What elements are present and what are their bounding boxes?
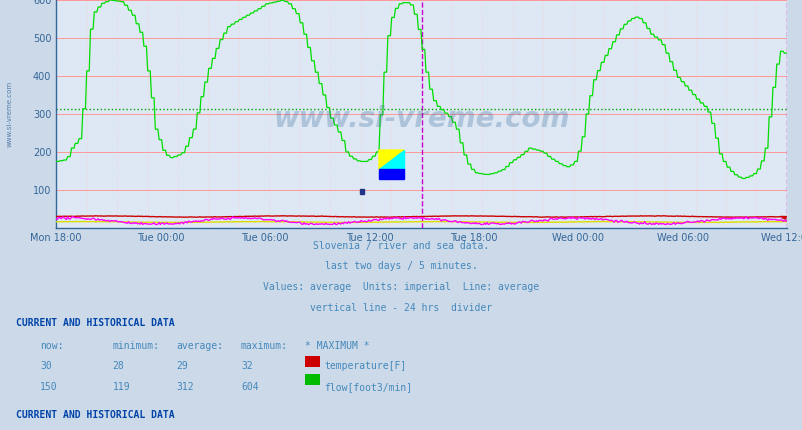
Text: average:: average: (176, 341, 224, 350)
Text: now:: now: (40, 341, 63, 350)
Bar (359, 189, 363, 194)
Text: last two days / 5 minutes.: last two days / 5 minutes. (325, 261, 477, 271)
Text: 30: 30 (40, 361, 52, 371)
Text: 119: 119 (112, 382, 130, 392)
Text: 150: 150 (40, 382, 58, 392)
Polygon shape (379, 150, 404, 169)
Text: 32: 32 (241, 361, 253, 371)
Text: CURRENT AND HISTORICAL DATA: CURRENT AND HISTORICAL DATA (16, 410, 175, 420)
Text: CURRENT AND HISTORICAL DATA: CURRENT AND HISTORICAL DATA (16, 318, 175, 328)
Bar (379, 169, 404, 178)
Text: flow[foot3/min]: flow[foot3/min] (324, 382, 412, 392)
Text: maximum:: maximum: (241, 341, 288, 350)
Text: * MAXIMUM *: * MAXIMUM * (305, 341, 369, 350)
Text: Slovenia / river and sea data.: Slovenia / river and sea data. (313, 241, 489, 251)
Text: www.si-vreme.com: www.si-vreme.com (273, 104, 569, 132)
Text: minimum:: minimum: (112, 341, 160, 350)
Text: vertical line - 24 hrs  divider: vertical line - 24 hrs divider (310, 303, 492, 313)
Text: Values: average  Units: imperial  Line: average: Values: average Units: imperial Line: av… (263, 282, 539, 292)
Text: 28: 28 (112, 361, 124, 371)
Text: ◄: ◄ (780, 212, 786, 221)
Text: www.si-vreme.com: www.si-vreme.com (6, 81, 13, 147)
Polygon shape (379, 150, 404, 169)
Text: temperature[F]: temperature[F] (324, 361, 406, 371)
Text: 604: 604 (241, 382, 258, 392)
Text: 29: 29 (176, 361, 188, 371)
Text: 312: 312 (176, 382, 194, 392)
